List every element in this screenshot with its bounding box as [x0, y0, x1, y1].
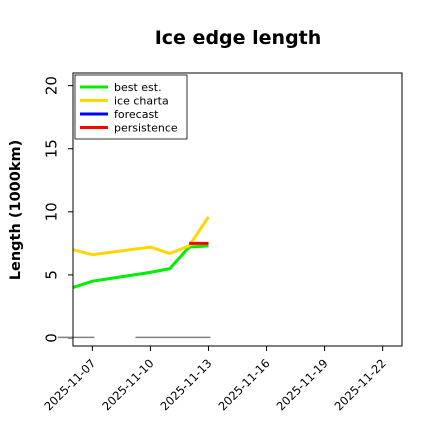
chart-title: Ice edge length [155, 27, 322, 49]
x-tick-label: 2025-11-19 [274, 356, 331, 413]
x-tick-label: 2025-11-22 [332, 356, 389, 413]
x-tick-label: 2025-11-07 [41, 356, 98, 413]
y-tick-label: 10 [42, 202, 60, 221]
legend-label: persistence [114, 122, 178, 135]
y-tick-label: 20 [42, 76, 60, 95]
x-tick-label: 2025-11-13 [157, 356, 214, 413]
series-line-ice-charta [72, 216, 210, 257]
legend-label: best est. [114, 81, 162, 94]
legend-label: forecast [114, 108, 159, 121]
x-tick-label: 2025-11-10 [99, 356, 156, 413]
series-line-best-est- [72, 244, 209, 289]
y-tick-label: 5 [42, 270, 60, 280]
y-tick-label: 15 [42, 139, 60, 158]
series-lines [72, 216, 210, 289]
y-tick-label: 0 [42, 333, 60, 343]
x-tick-label: 2025-11-16 [215, 356, 272, 413]
legend-label: ice charta [114, 95, 169, 108]
plot-frame [72, 72, 403, 347]
y-axis-label: Length (1000km) [8, 140, 24, 280]
x-axis: 2025-11-07 2025-11-10 2025-11-13 2025-11-16… [41, 346, 389, 413]
y-axis: 0 5 10 15 20 [42, 76, 73, 343]
